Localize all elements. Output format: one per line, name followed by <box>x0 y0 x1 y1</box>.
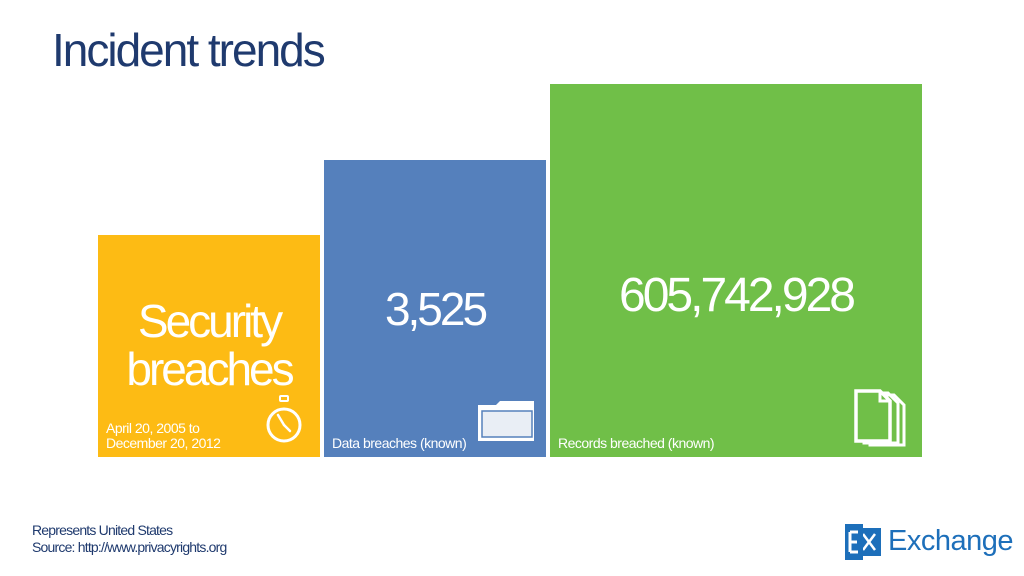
exchange-logo-icon <box>845 524 881 560</box>
footer-source-note: Source: http://www.privacyrights.org <box>32 539 227 555</box>
slide-title: Incident trends <box>52 24 326 76</box>
exchange-logo-text: Exchange <box>888 525 1014 557</box>
tile-caption-line1: April 20, 2005 to <box>106 420 200 436</box>
tile-caption: Data breaches (known) <box>332 435 467 451</box>
tile-caption: April 20, 2005 to December 20, 2012 <box>106 420 221 451</box>
folder-icon <box>478 401 534 441</box>
documents-icon <box>854 389 906 447</box>
tile-heading: Security breaches <box>98 297 320 393</box>
tile-heading-line1: Security <box>137 295 283 347</box>
footer-notes: Represents United States Source: http://… <box>32 522 227 556</box>
tile-value: 605,742,928 <box>619 269 856 322</box>
tile-data-breaches: 3,525 Data breaches (known) <box>324 160 546 457</box>
stopwatch-icon <box>266 395 302 443</box>
tile-security-breaches: Security breaches April 20, 2005 to Dece… <box>98 235 320 457</box>
tile-caption-line2: December 20, 2012 <box>106 435 221 451</box>
tile-value: 3,525 <box>384 283 488 335</box>
exchange-logo: Exchange <box>843 522 1014 562</box>
footer-region-note: Represents United States <box>32 522 173 538</box>
tile-caption: Records breached (known) <box>558 435 715 451</box>
tile-heading-line2: breaches <box>126 343 294 395</box>
tile-records-breached: 605,742,928 Records breached (known) <box>550 84 922 457</box>
